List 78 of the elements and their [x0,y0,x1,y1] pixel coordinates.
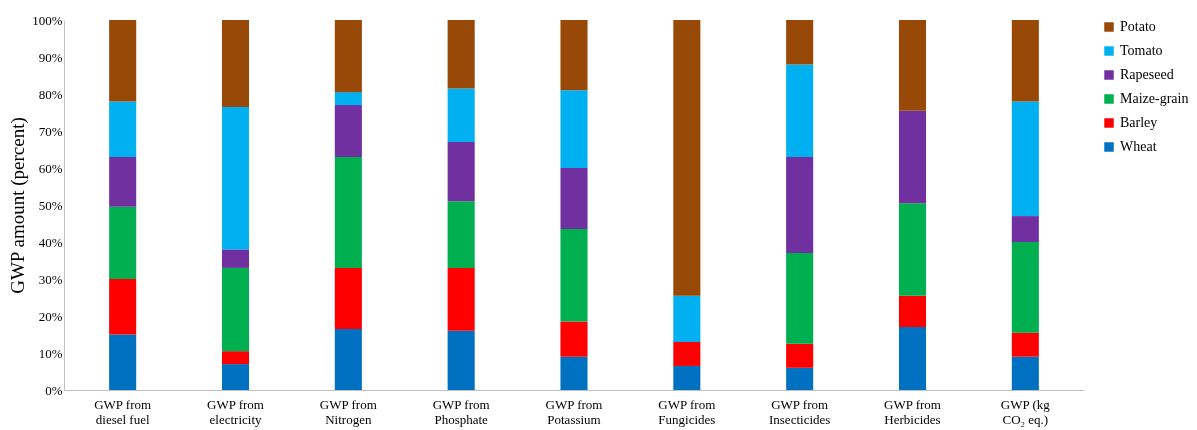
x-tick-label: GWP from Herbicides [884,396,941,427]
bar [109,20,137,102]
bar [898,295,927,328]
bar [898,203,927,296]
bar [673,20,701,296]
legend-label: Maize-grain [1120,91,1189,106]
bar [334,105,362,157]
bar [560,356,588,390]
y-tick-label: 10% [38,345,63,361]
y-tick-label: 40% [38,234,63,250]
bar [560,321,588,357]
x-tick-label: GWP (kg CO₂ eq.) [1000,396,1051,427]
bar [334,328,362,390]
bar [1011,356,1039,390]
bar [673,295,701,342]
bar [786,367,814,390]
bar [447,201,475,268]
bar [1011,332,1039,357]
legend-label: Rapeseed [1120,67,1174,82]
bar [560,168,588,230]
x-tick-label: GWP from Phosphate [432,396,490,427]
bar [560,90,588,168]
bar [109,334,137,390]
bar [673,365,701,390]
bar [786,253,814,344]
legend-label: Barley [1120,115,1158,130]
bar [898,327,927,390]
bar [447,267,475,331]
legend-label: Potato [1120,19,1156,34]
bar [898,110,927,204]
bar [334,20,362,93]
y-tick-label: 90% [38,49,63,65]
legend-label: Wheat [1120,139,1157,154]
bar [221,267,250,352]
bar [1011,216,1039,242]
y-tick-label: 70% [38,123,63,139]
x-tick-label: GWP from Nitrogen [319,396,377,427]
legend-label: Tomato [1120,43,1163,58]
bar [447,88,475,143]
bar [673,341,701,366]
y-tick-label: 20% [38,308,63,324]
y-tick-label: 80% [38,86,63,102]
x-tick-label: GWP from diesel fuel [94,396,152,427]
bar [898,20,927,111]
bar [447,330,475,390]
bar [447,20,475,89]
bar [334,92,362,106]
bar [786,64,814,157]
bar [221,20,250,107]
bar [1011,101,1039,217]
x-tick-label: GWP from electricity [207,396,264,427]
bar [786,156,814,254]
bar [447,142,475,202]
bar [560,20,588,91]
bar [109,279,137,335]
bar [334,267,362,329]
bar [786,20,814,65]
bar [786,343,814,368]
y-axis-title: GWP amount (percent) [7,117,30,294]
bar [334,156,362,268]
bar [221,364,250,390]
bar [1011,242,1039,333]
x-tick-label: GWP from Fungicides [658,396,716,427]
y-tick-label: 100% [32,12,63,28]
bar [221,106,250,250]
bar [221,351,250,365]
bar [109,156,137,207]
x-tick-label: GWP from Potassium [545,396,603,427]
bar [1011,20,1039,102]
bar [221,249,250,268]
bar [109,206,137,279]
x-tick-label: GWP from Insecticides [768,396,831,427]
y-tick-label: 50% [38,197,63,213]
y-tick-label: 60% [38,160,63,176]
y-tick-label: 30% [38,271,63,287]
bar [560,229,588,322]
bar [109,101,137,157]
y-tick-label: 0% [45,382,63,398]
